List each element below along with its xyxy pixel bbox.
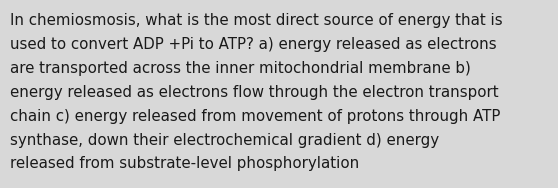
Text: chain c) energy released from movement of protons through ATP: chain c) energy released from movement o… <box>10 109 501 124</box>
Text: In chemiosmosis, what is the most direct source of energy that is: In chemiosmosis, what is the most direct… <box>10 13 503 28</box>
Text: used to convert ADP +Pi to ATP? a) energy released as electrons: used to convert ADP +Pi to ATP? a) energ… <box>10 37 497 52</box>
Text: synthase, down their electrochemical gradient d) energy: synthase, down their electrochemical gra… <box>10 133 439 148</box>
Text: energy released as electrons flow through the electron transport: energy released as electrons flow throug… <box>10 85 499 100</box>
Text: are transported across the inner mitochondrial membrane b): are transported across the inner mitocho… <box>10 61 471 76</box>
Text: released from substrate-level phosphorylation: released from substrate-level phosphoryl… <box>10 156 359 171</box>
